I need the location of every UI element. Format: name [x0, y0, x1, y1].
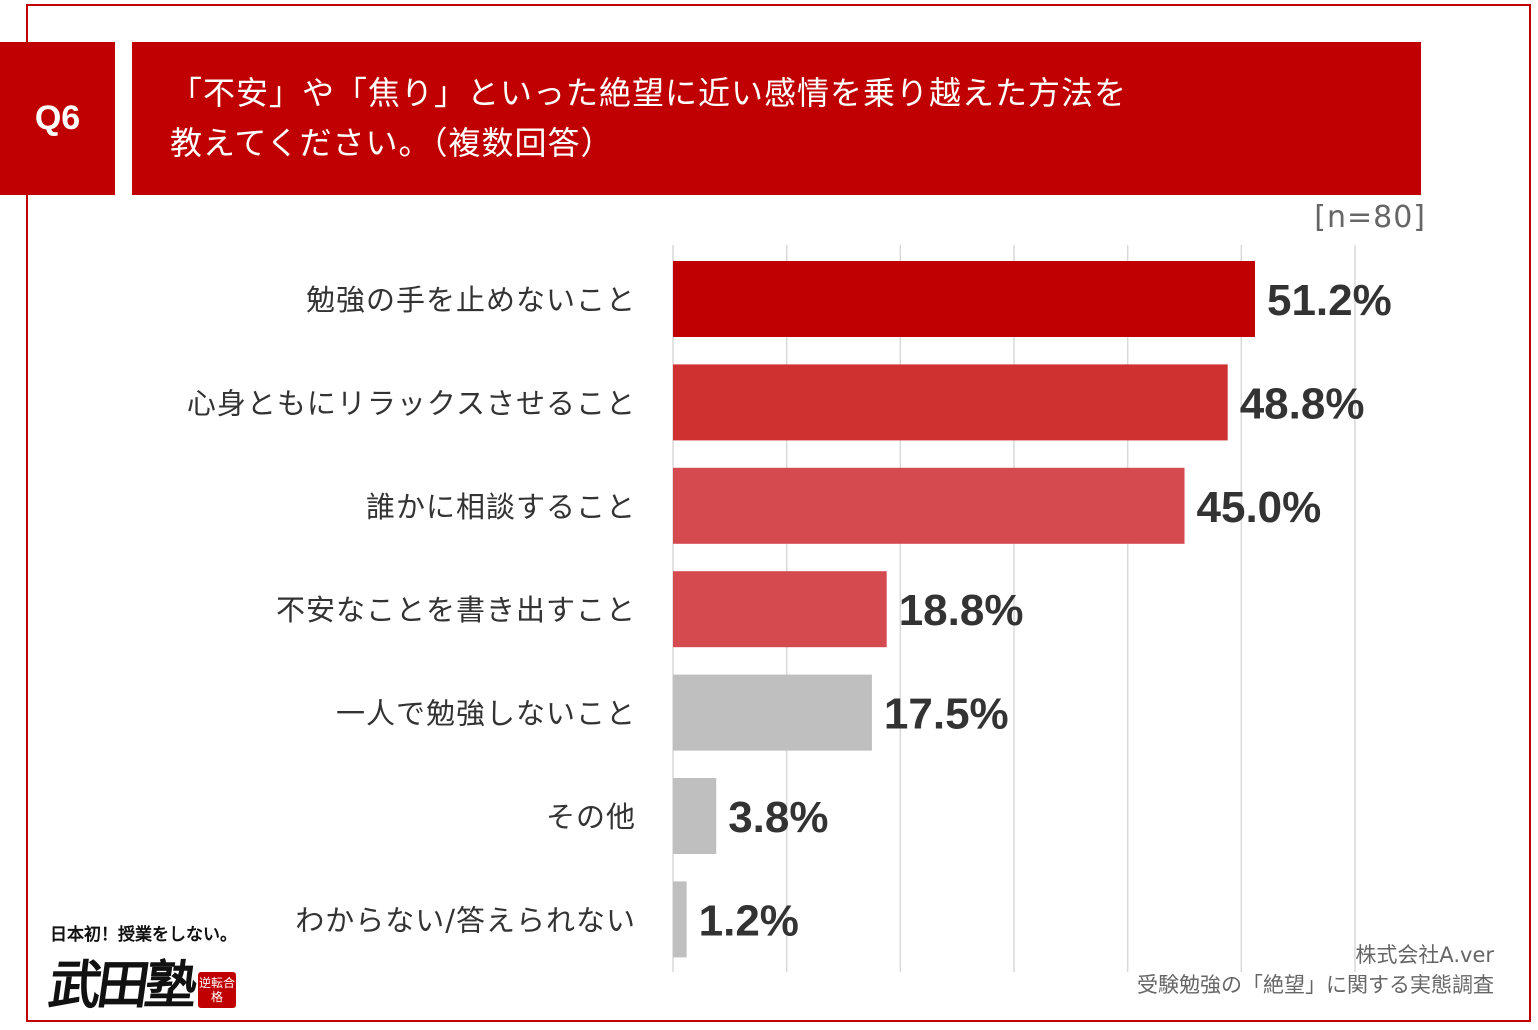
bar: [673, 571, 887, 648]
data-label: 1.2%: [699, 896, 799, 945]
category-label: 誰かに相談すること: [366, 490, 636, 524]
bar: [673, 881, 687, 958]
brand-logo: 日本初！授業をしない。 武田塾 逆転合格: [45, 920, 250, 1020]
logo-stamp: 逆転合格: [198, 972, 236, 1008]
bar: [673, 674, 872, 751]
data-label: 3.8%: [728, 793, 828, 842]
category-label: 心身ともにリラックスさせること: [187, 386, 636, 420]
footer-company: 株式会社A.ver: [1355, 943, 1494, 967]
question-tag: Q6: [0, 42, 115, 195]
sample-size-label: [n=80]: [1314, 200, 1426, 235]
category-label: 一人で勉強しないこと: [336, 697, 636, 731]
logo-name: 武田塾: [45, 955, 198, 1016]
bar: [673, 261, 1255, 337]
footer-survey: 受験勉強の「絶望」に関する実態調査: [1137, 973, 1494, 997]
data-label: 17.5%: [884, 690, 1009, 739]
question-title-line-1: 「不安」や「焦り」といった絶望に近い感情を乗り越えた方法を: [170, 74, 1128, 112]
chart-frame: [26, 4, 1531, 1022]
category-label: わからない/答えられない: [295, 903, 636, 937]
data-label: 45.0%: [1197, 483, 1322, 532]
category-label: 勉強の手を止めないこと: [306, 283, 636, 317]
bar: [673, 467, 1185, 544]
question-title-line-2: 教えてください。（複数回答）: [170, 124, 614, 162]
bar: [673, 778, 717, 854]
source-footer: 株式会社A.ver 受験勉強の「絶望」に関する実態調査: [1137, 940, 1494, 1000]
question-title: 「不安」や「焦り」といった絶望に近い感情を乗り越えた方法を 教えてください。（複…: [132, 42, 1421, 195]
logo-tagline: 日本初！授業をしない。: [50, 925, 237, 945]
data-label: 18.8%: [899, 586, 1024, 635]
category-label: その他: [546, 800, 636, 834]
data-label: 48.8%: [1240, 379, 1365, 428]
data-label: 51.2%: [1267, 276, 1392, 325]
bar: [673, 364, 1228, 441]
category-label: 不安なことを書き出すこと: [276, 593, 636, 627]
